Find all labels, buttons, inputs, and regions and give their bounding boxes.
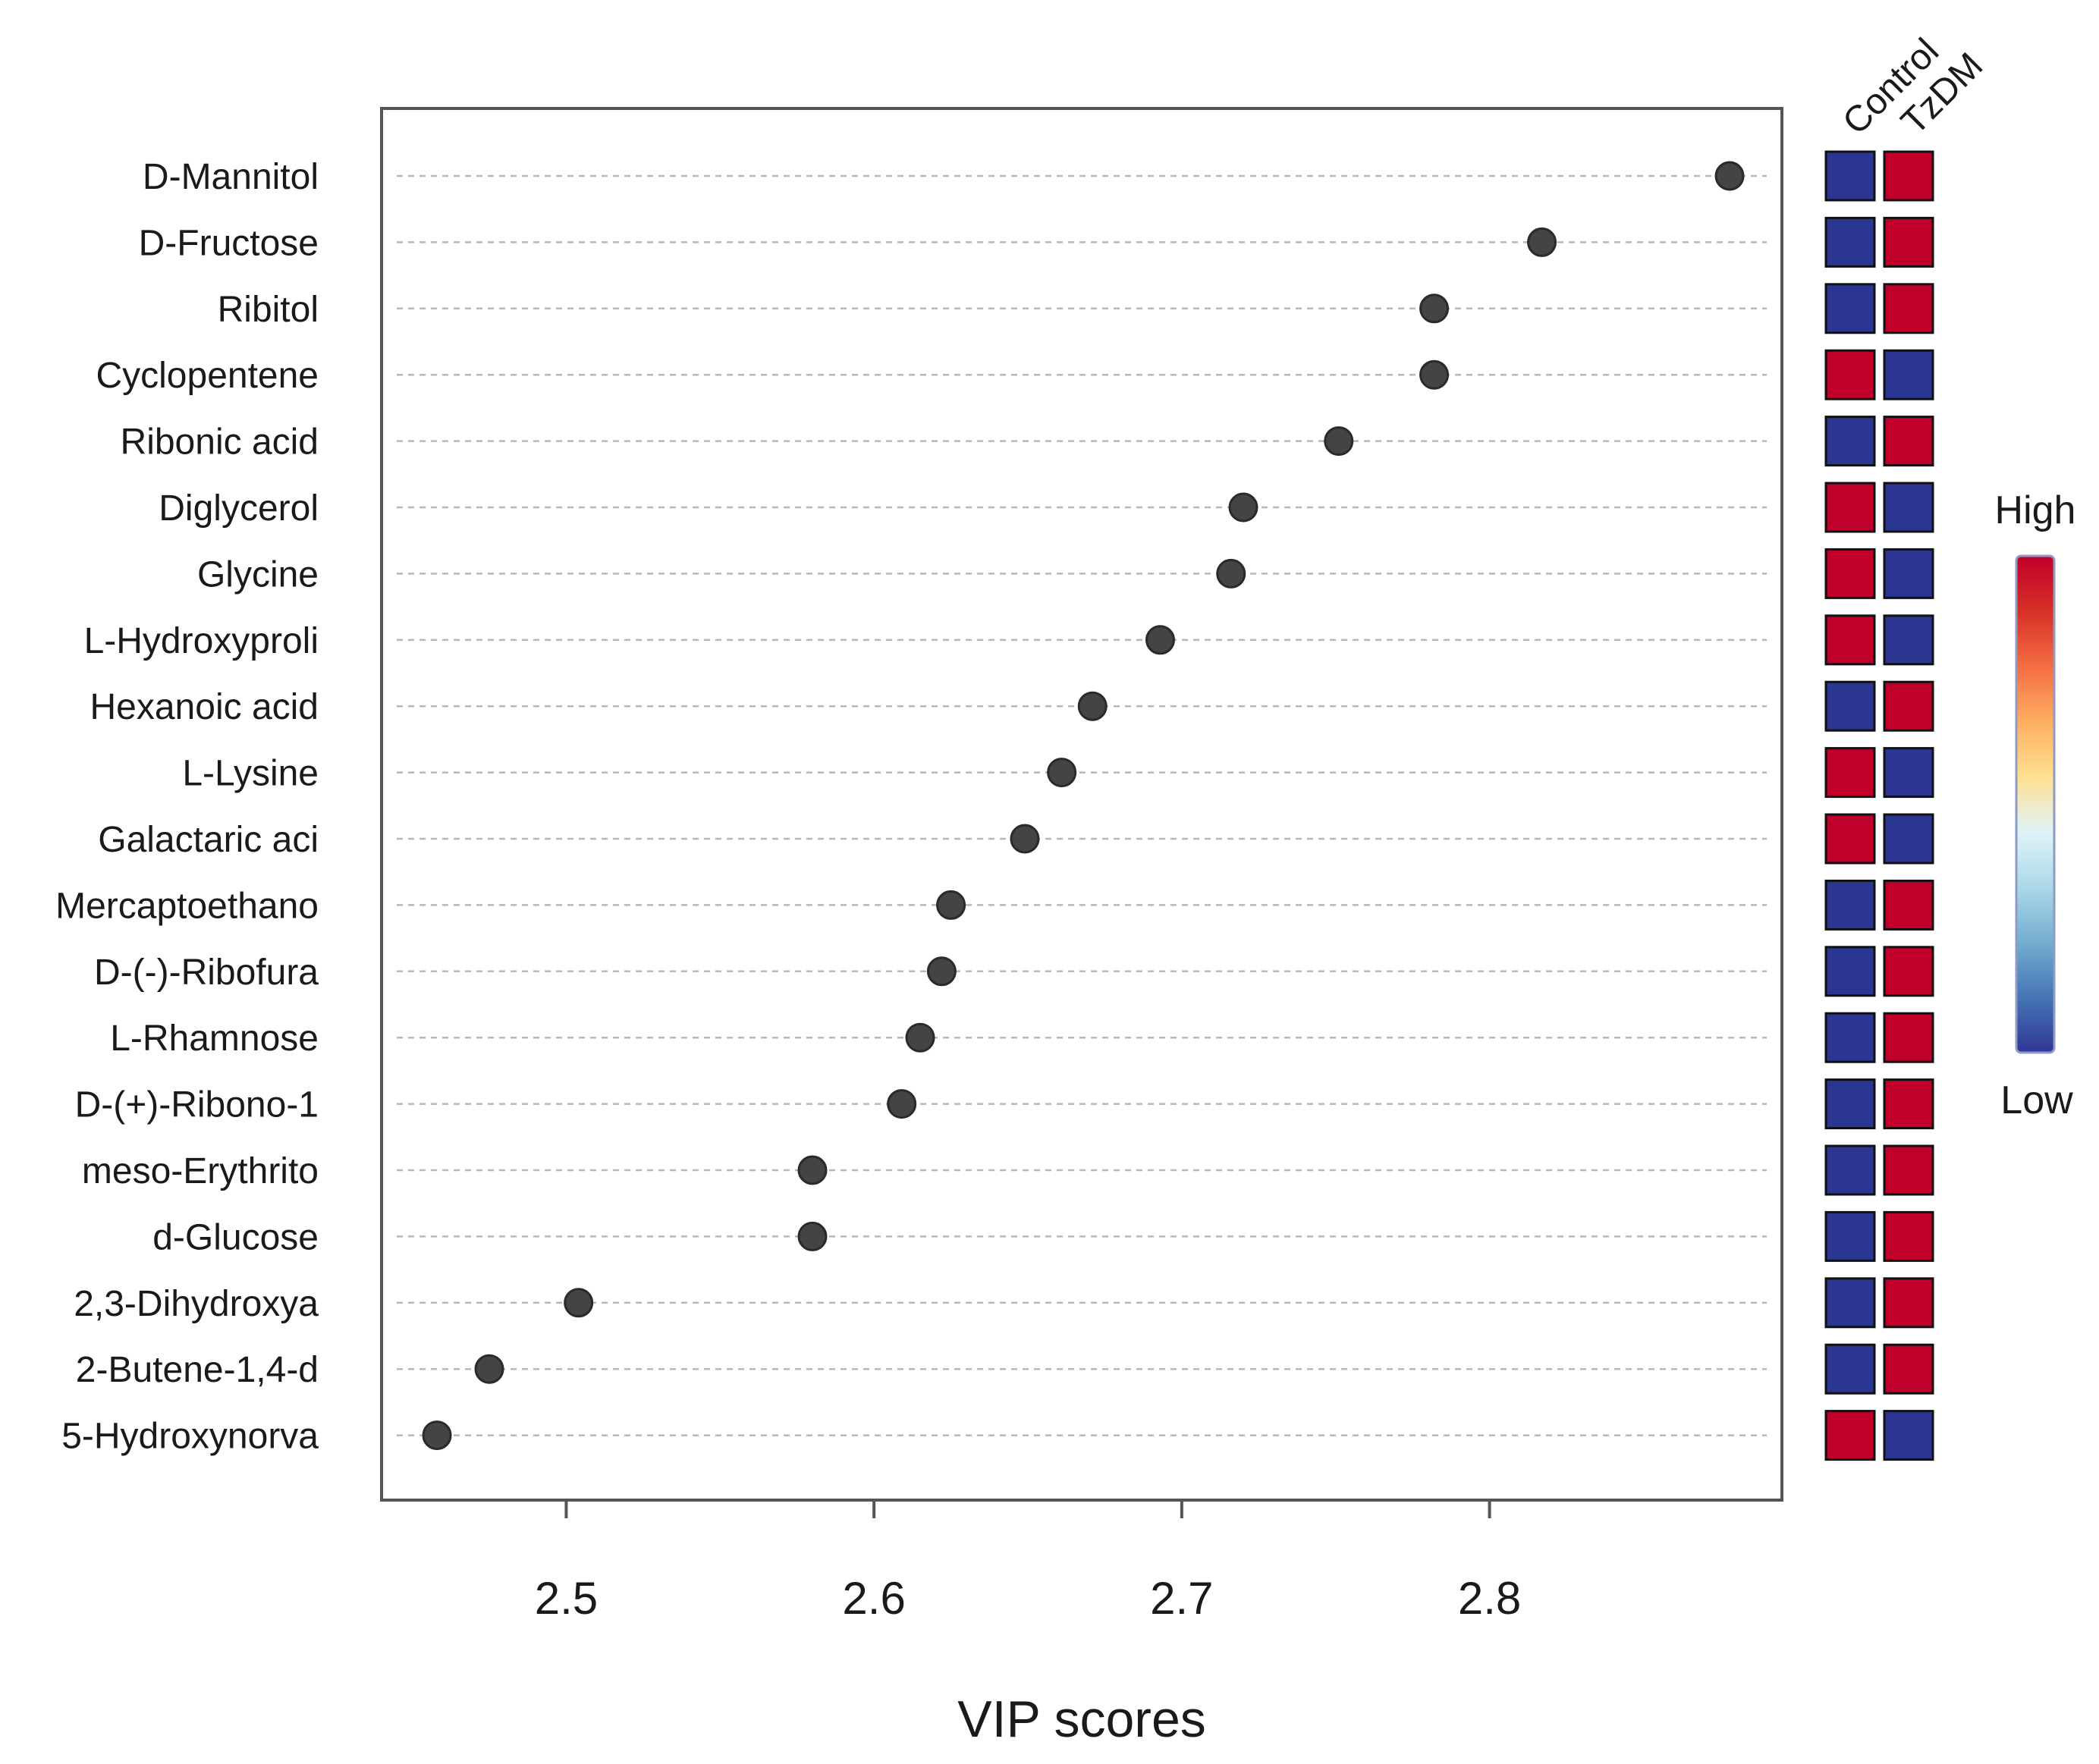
metabolite-label: D-Fructose: [139, 223, 319, 263]
x-tick-label: 2.7: [1150, 1573, 1213, 1624]
heat-cell-control: [1824, 349, 1876, 400]
heat-cell-tzdm: [1883, 416, 1934, 467]
metabolite-label: 2,3-Dihydroxya: [74, 1284, 319, 1324]
heat-cell-control: [1824, 482, 1876, 533]
x-axis-title: VIP scores: [957, 1690, 1206, 1748]
vip-point: [797, 1155, 828, 1185]
heat-cell-tzdm: [1883, 1210, 1934, 1262]
heat-cell-tzdm: [1883, 150, 1934, 202]
vip-point: [797, 1221, 828, 1251]
heat-cell-tzdm: [1883, 349, 1934, 400]
heat-cell-control: [1824, 813, 1876, 865]
data-points: [422, 161, 1745, 1451]
metabolite-label: Cyclopentene: [96, 356, 319, 396]
legend-low-label: Low: [2000, 1078, 2073, 1122]
gridlines: [397, 174, 1767, 1436]
heat-cell-control: [1824, 1277, 1876, 1329]
vip-point: [422, 1420, 452, 1451]
heat-cell-tzdm: [1883, 1144, 1934, 1196]
metabolite-label: D-(-)-Ribofura: [94, 953, 319, 993]
metabolite-label: 5-Hydroxynorva: [61, 1417, 319, 1457]
heat-cell-control: [1824, 680, 1876, 732]
heat-cell-tzdm: [1883, 482, 1934, 533]
heat-cell-tzdm: [1883, 216, 1934, 268]
heat-cell-control: [1824, 1410, 1876, 1461]
metabolite-label: D-(+)-Ribono-1: [75, 1085, 319, 1125]
heat-cell-tzdm: [1883, 680, 1934, 732]
x-tick-label: 2.5: [535, 1573, 598, 1624]
vip-point: [1527, 227, 1557, 257]
vip-point: [887, 1089, 917, 1119]
metabolite-label: Ribitol: [218, 290, 319, 330]
vip-point: [1145, 625, 1175, 655]
heat-cell-tzdm: [1883, 548, 1934, 599]
vip-point: [1010, 824, 1040, 854]
plot-frame: [380, 107, 1783, 1502]
heat-cell-control: [1824, 946, 1876, 997]
metabolite-label: Ribonic acid: [121, 422, 319, 463]
x-tick-label: 2.8: [1458, 1573, 1521, 1624]
heat-cell-tzdm: [1883, 283, 1934, 334]
vip-point: [564, 1288, 594, 1318]
metabolite-label: L-Lysine: [182, 754, 319, 794]
legend-gradient-bar: [2015, 554, 2056, 1054]
heat-cell-control: [1824, 1078, 1876, 1130]
heat-cell-control: [1824, 1144, 1876, 1196]
vip-point: [926, 956, 957, 987]
vip-point: [905, 1022, 935, 1053]
metabolite-label: Hexanoic acid: [90, 687, 319, 727]
metabolite-label: L-Rhamnose: [110, 1019, 319, 1059]
metabolite-label: Galactaric aci: [98, 820, 319, 860]
metabolite-label: Diglycerol: [159, 488, 319, 529]
color-legend: High Low: [1995, 488, 2076, 1122]
heat-cell-tzdm: [1883, 1012, 1934, 1063]
heat-cell-tzdm: [1883, 1078, 1934, 1130]
vip-point: [1077, 691, 1108, 721]
heat-cell-tzdm: [1883, 614, 1934, 666]
heat-cell-tzdm: [1883, 747, 1934, 799]
vip-point: [1047, 758, 1077, 788]
metabolite-label: meso-Erythrito: [82, 1151, 319, 1191]
vip-point: [1714, 161, 1745, 191]
metabolite-label: Glycine: [197, 554, 319, 595]
heat-cell-control: [1824, 1012, 1876, 1063]
group-heatmap: [1824, 150, 1934, 1461]
vip-point: [1228, 492, 1258, 523]
heat-cell-control: [1824, 747, 1876, 799]
heat-cell-tzdm: [1883, 813, 1934, 865]
heat-cell-control: [1824, 614, 1876, 666]
metabolite-label: d-Glucose: [152, 1217, 319, 1257]
heat-cell-control: [1824, 150, 1876, 202]
metabolite-label: L-Hydroxyproli: [84, 621, 319, 661]
metabolite-label: D-Mannitol: [143, 157, 319, 197]
heat-cell-control: [1824, 416, 1876, 467]
heat-cell-control: [1824, 548, 1876, 599]
heat-cell-tzdm: [1883, 946, 1934, 997]
x-tick-label: 2.6: [842, 1573, 905, 1624]
heat-cell-tzdm: [1883, 1277, 1934, 1329]
heat-cell-tzdm: [1883, 879, 1934, 931]
legend-high-label: High: [1995, 488, 2076, 532]
metabolite-labels: D-Mannitol D-Fructose Ribitol Cyclopentene R…: [55, 157, 319, 1457]
heat-cell-control: [1824, 283, 1876, 334]
heat-cell-control: [1824, 1210, 1876, 1262]
vip-point: [936, 890, 966, 920]
vip-point: [1419, 293, 1450, 324]
metabolite-label: Mercaptoethano: [55, 886, 319, 926]
vip-point: [1419, 359, 1450, 390]
vip-point: [1216, 558, 1246, 589]
x-axis: 2.5 2.6 2.7 2.8: [535, 1500, 1521, 1624]
heat-cell-control: [1824, 216, 1876, 268]
heat-cell-control: [1824, 1343, 1876, 1395]
heat-cell-control: [1824, 879, 1876, 931]
heat-cell-tzdm: [1883, 1343, 1934, 1395]
vip-point: [474, 1354, 504, 1384]
heat-cell-tzdm: [1883, 1410, 1934, 1461]
metabolite-label: 2-Butene-1,4-d: [76, 1350, 319, 1390]
vip-point: [1324, 426, 1354, 457]
